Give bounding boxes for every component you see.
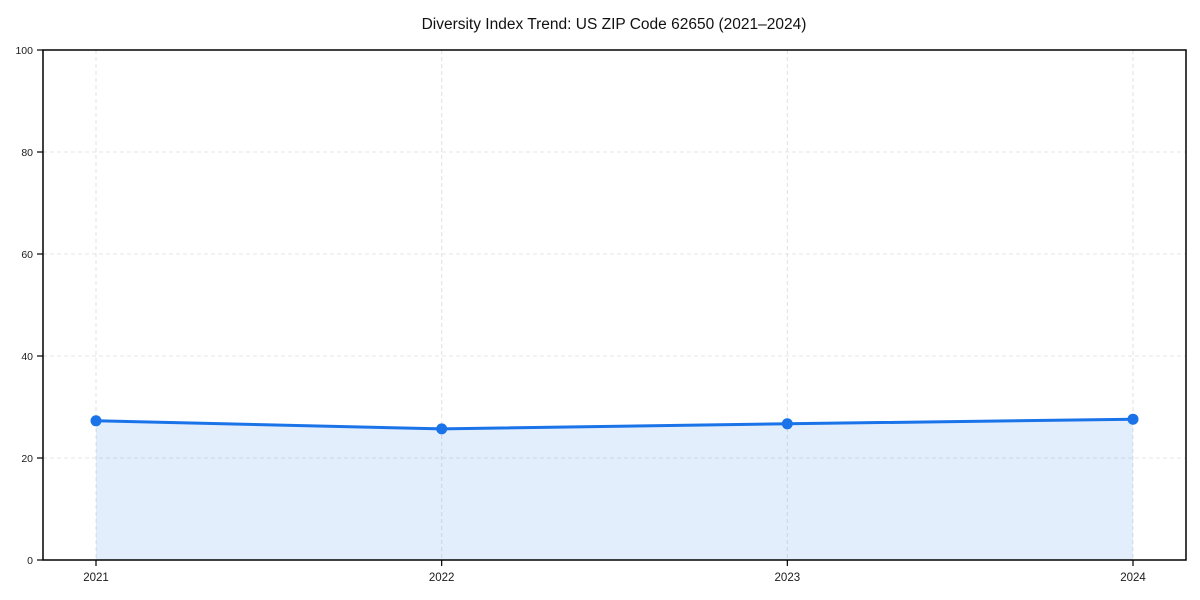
x-tick-label: 2024 [1120, 572, 1146, 584]
axis-ticks [37, 49, 1134, 566]
x-tick-label: 2021 [83, 572, 109, 584]
area-fill-layer [96, 419, 1133, 560]
axis-labels: 0 20 40 60 80 100 2021 2022 2023 2024 [15, 45, 1146, 584]
data-point [436, 423, 448, 435]
x-tick-label: 2022 [429, 572, 455, 584]
y-tick-label: 40 [21, 351, 33, 363]
plot-border [42, 49, 1187, 561]
data-point [90, 415, 102, 427]
data-point [781, 418, 793, 430]
y-tick-label: 0 [27, 555, 33, 567]
trend-line [94, 417, 1135, 431]
y-tick-label: 20 [21, 453, 33, 465]
trend-line-layer [94, 417, 1135, 431]
y-tick-label: 100 [15, 45, 33, 57]
data-points-layer [90, 413, 1139, 435]
y-tick-label: 80 [21, 147, 33, 159]
chart-title: Diversity Index Trend: US ZIP Code 62650… [422, 16, 807, 33]
data-point [1127, 413, 1139, 425]
x-tick-label: 2023 [775, 572, 801, 584]
area-fill [96, 419, 1133, 560]
gridlines [43, 50, 1186, 560]
y-tick-label: 60 [21, 249, 33, 261]
